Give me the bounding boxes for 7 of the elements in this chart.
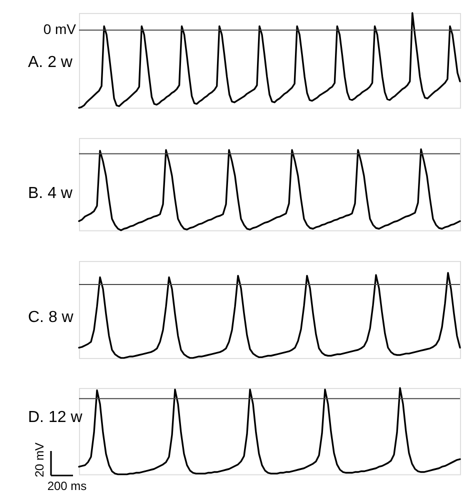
text: C. 8 w [28, 308, 74, 326]
text: 200 ms [47, 478, 87, 493]
ref-line-label: 0 mV [43, 21, 77, 38]
text: D. 12 w [28, 409, 83, 426]
text: B. 4 w [28, 184, 73, 202]
text: A. 2 w [28, 54, 73, 71]
text: 20 mV [32, 442, 47, 478]
